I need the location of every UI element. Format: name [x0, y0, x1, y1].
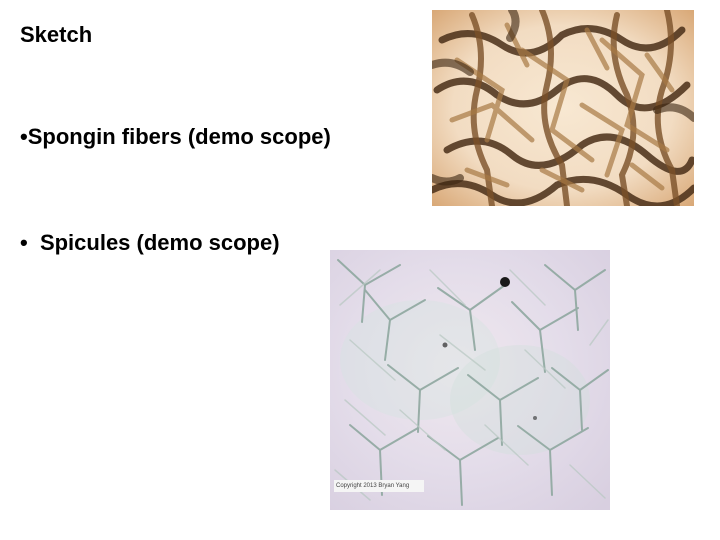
image-copyright: Copyright 2013 Bryan Yang — [334, 480, 424, 492]
spicules-image: Copyright 2013 Bryan Yang — [330, 250, 610, 510]
bullet-marker: • — [20, 124, 28, 149]
spongin-image — [432, 10, 694, 206]
bullet-text: Spicules (demo scope) — [40, 230, 280, 255]
bullet-spongin: •Spongin fibers (demo scope) — [20, 124, 331, 150]
bullet-text: Spongin fibers (demo scope) — [28, 124, 331, 149]
slide-title: Sketch — [20, 22, 92, 48]
bullet-spicules: • Spicules (demo scope) — [20, 230, 280, 256]
bullet-marker: • — [20, 230, 28, 255]
